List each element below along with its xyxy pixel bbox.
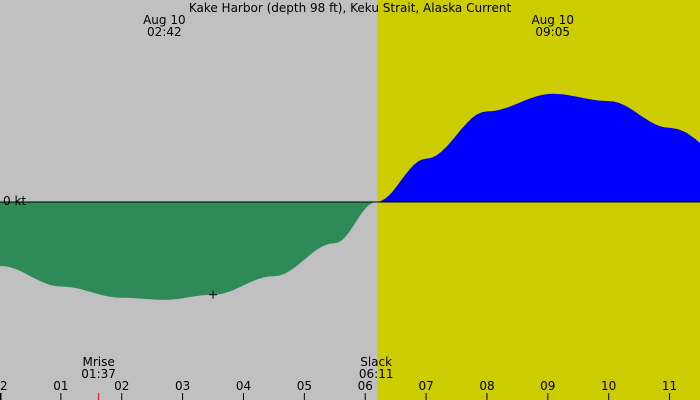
peak-time-label: 02:42 — [147, 25, 182, 39]
hour-tick-label: 01 — [53, 379, 68, 393]
current-area — [0, 93, 700, 300]
flood-area — [380, 93, 700, 202]
peak-date-label: Aug 10 — [531, 13, 574, 27]
event-time-label: 06:11 — [359, 367, 394, 381]
peak-time-label: 09:05 — [535, 25, 570, 39]
event-labels: Slack18:06Mrise01:37Slack06:11Slack12:41… — [81, 355, 394, 381]
hour-tick-label: 08 — [479, 379, 494, 393]
hour-axis: 1112010203040506070809101112010203040506… — [0, 379, 677, 400]
hour-tick-label: 11 — [662, 379, 677, 393]
hour-tick-label: 03 — [175, 379, 190, 393]
hour-tick-label: 09 — [540, 379, 555, 393]
crosshair-marker — [209, 290, 218, 299]
chart-title: Kake Harbor (depth 98 ft), Keku Strait, … — [189, 1, 512, 15]
hour-tick-label: 06 — [358, 379, 373, 393]
ebb-area — [0, 202, 381, 300]
event-time-label: 01:37 — [81, 367, 116, 381]
hour-tick-label: 07 — [418, 379, 433, 393]
hour-tick-label: 12 — [0, 379, 8, 393]
event-name-label: Slack — [360, 355, 392, 369]
event-name-label: Mrise — [82, 355, 114, 369]
hour-tick-label: 05 — [297, 379, 312, 393]
zero-kt-label: 0 kt — [3, 194, 26, 208]
hour-tick-label: 04 — [236, 379, 251, 393]
hour-tick-label: 02 — [114, 379, 129, 393]
hour-tick-label: 10 — [601, 379, 616, 393]
peak-date-label: Aug 10 — [143, 13, 186, 27]
